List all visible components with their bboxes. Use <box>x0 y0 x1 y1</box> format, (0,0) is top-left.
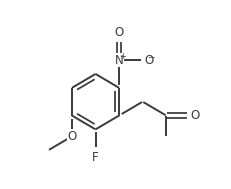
Text: +: + <box>119 52 126 61</box>
Text: O: O <box>145 54 154 67</box>
Text: O: O <box>190 109 200 122</box>
Text: −: − <box>147 52 155 61</box>
Text: O: O <box>114 26 124 39</box>
Text: N: N <box>115 54 123 67</box>
Text: F: F <box>92 151 99 164</box>
Text: O: O <box>67 130 77 143</box>
